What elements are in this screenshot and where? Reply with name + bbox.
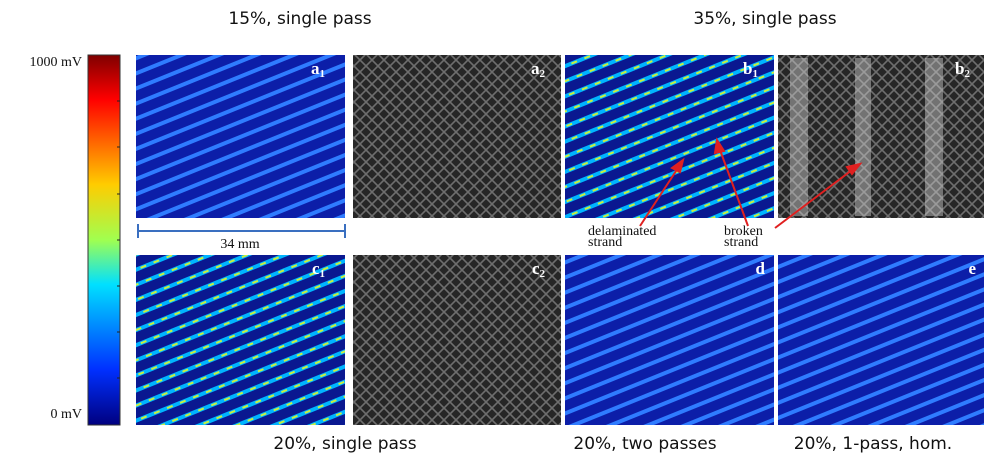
panel-image	[136, 55, 345, 218]
panel-image	[565, 55, 774, 218]
panel-image	[778, 255, 984, 425]
panel-image	[353, 255, 561, 425]
arrows	[639, 137, 863, 229]
scale-label: 34 mm	[220, 237, 259, 252]
caption: 35%, single pass	[693, 9, 836, 29]
panel-image	[353, 55, 561, 218]
panel-image	[136, 255, 345, 425]
colorbar	[87, 54, 121, 426]
colorbar-ticks	[117, 100, 120, 379]
annotation: broken strand	[724, 224, 763, 250]
panel-texture	[790, 58, 943, 216]
panel-label: a2	[531, 59, 546, 80]
panel-image	[778, 55, 984, 218]
annotation: delaminated strand	[588, 224, 656, 250]
caption: 20%, single pass	[273, 434, 416, 454]
panel-label: d	[756, 259, 766, 278]
panel-label: a1	[311, 59, 325, 80]
panel-image	[565, 255, 774, 425]
colorbar-max: 1000 mV	[30, 55, 83, 70]
caption: 20%, two passes	[573, 434, 716, 454]
panel-label: b1	[743, 59, 758, 80]
caption: 15%, single pass	[228, 9, 371, 29]
colorbar-min: 0 mV	[51, 407, 83, 422]
caption: 20%, 1-pass, hom.	[794, 434, 952, 454]
panel-label: e	[968, 259, 976, 278]
panel-label: c2	[532, 259, 546, 280]
scale-bar	[137, 224, 346, 238]
panel-label: b2	[955, 59, 970, 80]
panel-label: c1	[312, 259, 325, 280]
